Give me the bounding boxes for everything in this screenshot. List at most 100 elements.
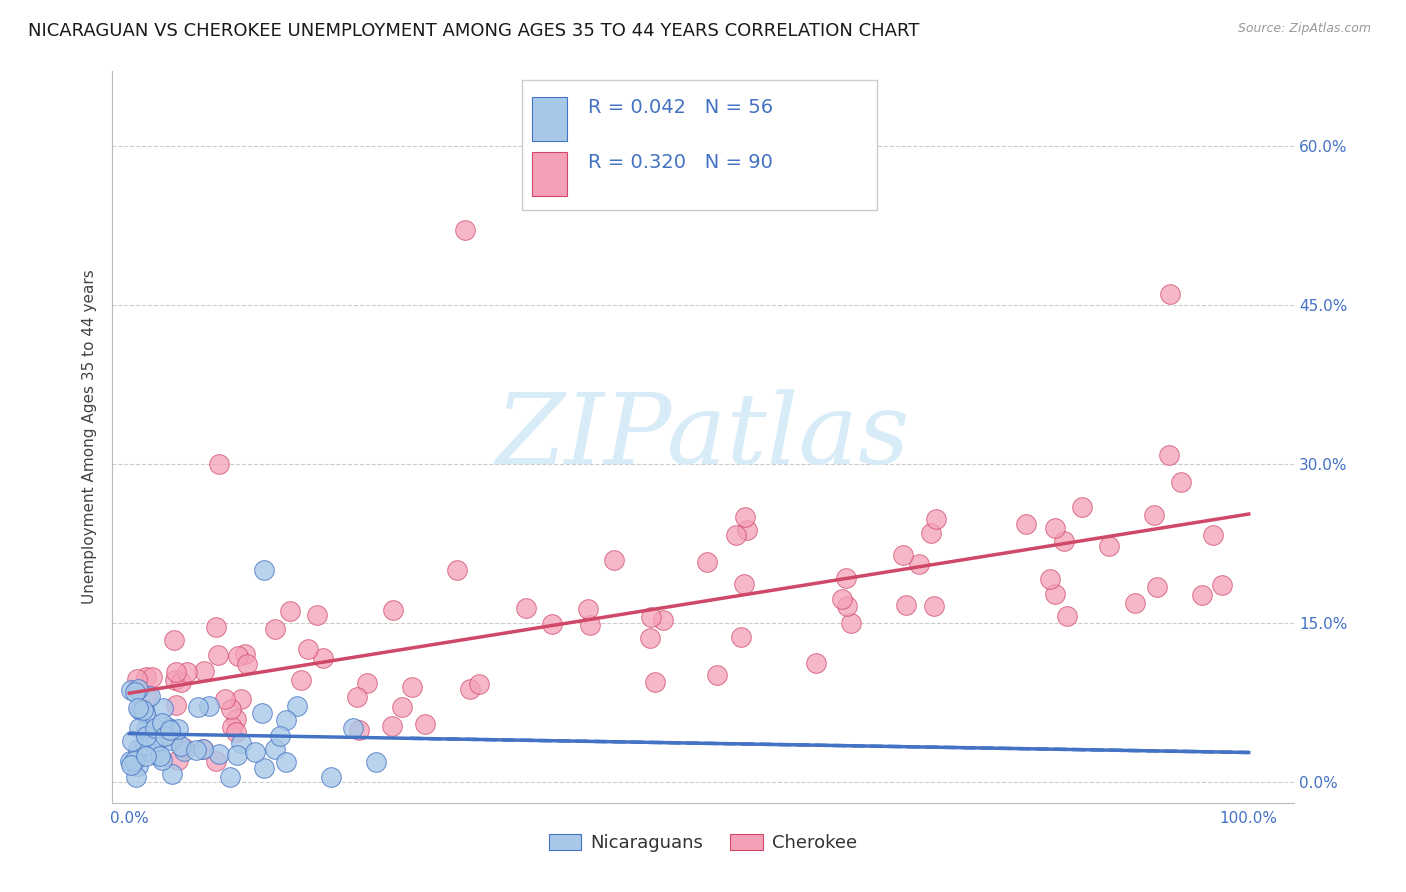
Point [193,664,215,678]
Point [159,721,181,735]
Point [640,631,662,645]
Point [205,755,228,769]
Point [640,610,662,624]
Point [143,747,166,762]
Point [1191,588,1213,602]
Point [1143,508,1166,522]
Text: NICARAGUAN VS CHEROKEE UNEMPLOYMENT AMONG AGES 35 TO 44 YEARS CORRELATION CHART: NICARAGUAN VS CHEROKEE UNEMPLOYMENT AMON… [28,22,920,40]
Point [263,741,285,756]
FancyBboxPatch shape [531,152,567,195]
Point [603,553,626,567]
Point [1071,500,1094,515]
Point [894,599,917,613]
Point [364,755,387,769]
Point [138,689,160,703]
Point [290,673,312,687]
Point [163,673,186,687]
Point [252,563,274,577]
Point [644,675,666,690]
Point [120,758,142,772]
Point [243,745,266,759]
Point [173,741,195,756]
Point [226,648,249,663]
Point [285,698,308,713]
Point [135,749,157,764]
Point [225,748,247,763]
Point [150,715,173,730]
Point [1146,580,1168,594]
Point [165,698,187,712]
Point [831,592,853,607]
Point [187,700,209,714]
Point [159,723,181,737]
Point [458,681,481,696]
Point [1097,539,1119,553]
Point [835,571,858,585]
Point [1043,521,1066,535]
Point [1039,572,1062,586]
Point [219,771,242,785]
Point [135,670,157,684]
Point [706,668,728,682]
Point [145,734,167,748]
Point [225,724,247,739]
Point [127,682,149,697]
Point [837,599,859,614]
Point [125,770,148,784]
Point [381,603,404,617]
Point [346,690,368,705]
Point [225,712,247,726]
Point [208,747,231,761]
Point [342,721,364,735]
Point [184,742,207,756]
Point [381,719,404,733]
Point [121,733,143,747]
Point [576,601,599,615]
Point [207,648,229,663]
FancyBboxPatch shape [522,80,876,211]
Point [134,706,156,721]
Point [127,701,149,715]
Point [167,722,190,736]
Point [1202,527,1225,541]
Point [173,744,195,758]
Point [122,754,145,768]
Point [193,742,215,756]
Point [1123,596,1146,610]
Point [907,557,929,571]
FancyBboxPatch shape [531,97,567,141]
Point [231,736,253,750]
Point [891,548,914,562]
Point [134,722,156,736]
Point [160,733,183,747]
Point [446,563,468,577]
Point [198,699,221,714]
Point [159,722,181,736]
Point [413,717,436,731]
Point [205,620,228,634]
Text: R = 0.042   N = 56: R = 0.042 N = 56 [589,98,773,118]
Point [1159,449,1181,463]
Point [169,674,191,689]
Legend: Nicaraguans, Cherokee: Nicaraguans, Cherokee [541,827,865,860]
Point [1159,287,1181,301]
Point [153,729,176,743]
Point [124,685,146,699]
Text: Source: ZipAtlas.com: Source: ZipAtlas.com [1237,22,1371,36]
Point [128,721,150,735]
Point [176,665,198,680]
Point [263,622,285,636]
Point [733,577,755,591]
Point [276,713,298,727]
Point [1056,608,1078,623]
Point [1053,534,1076,549]
Point [214,691,236,706]
Point [129,702,152,716]
Point [454,223,477,237]
Point [540,617,562,632]
Point [297,642,319,657]
Point [269,730,291,744]
Point [305,607,328,622]
Point [1014,516,1036,531]
Point [737,524,759,538]
